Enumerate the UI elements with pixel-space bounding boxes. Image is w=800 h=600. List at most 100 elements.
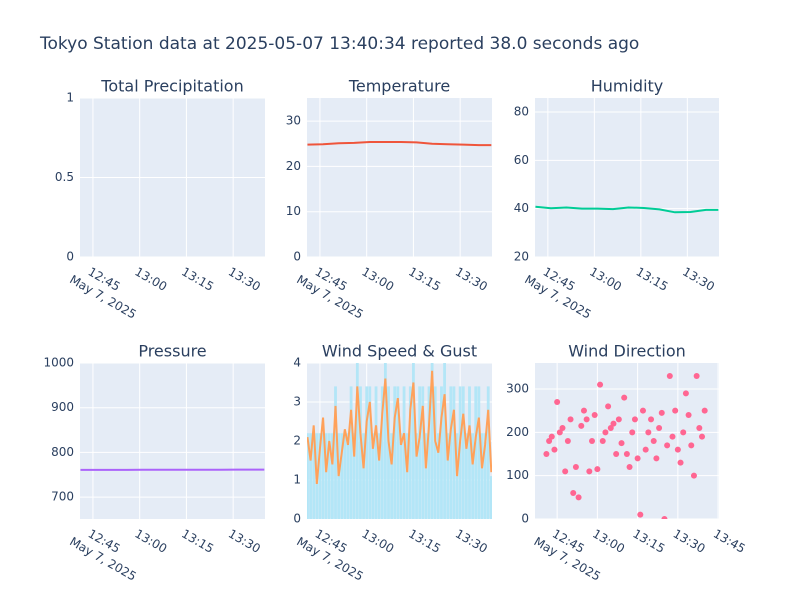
gust-bar bbox=[355, 363, 359, 519]
gust-bar bbox=[486, 386, 490, 519]
y-tick-label: 0 bbox=[293, 250, 301, 264]
gust-bar bbox=[402, 386, 406, 519]
gust-bar bbox=[399, 433, 403, 519]
point bbox=[685, 412, 692, 418]
gust-bar bbox=[327, 433, 331, 519]
x-tick-label: 13:45 bbox=[711, 527, 748, 556]
gust-bar bbox=[374, 386, 378, 519]
gust-bar bbox=[430, 363, 434, 519]
point bbox=[672, 407, 679, 414]
point bbox=[637, 511, 644, 518]
gust-bar bbox=[309, 433, 312, 519]
point bbox=[677, 459, 684, 466]
point bbox=[618, 440, 625, 447]
point bbox=[664, 442, 671, 449]
gust-bar bbox=[334, 386, 337, 519]
point bbox=[564, 438, 571, 444]
gust-bar bbox=[483, 433, 487, 519]
x-tick-label: 13:15 bbox=[406, 527, 443, 556]
gust-bar bbox=[377, 433, 381, 519]
y-tick-label: 1 bbox=[66, 91, 74, 105]
gust-bar bbox=[427, 386, 431, 519]
point bbox=[648, 416, 655, 423]
plot-marks bbox=[307, 140, 492, 147]
point bbox=[602, 429, 609, 436]
x-tick-label: 13:30 bbox=[226, 527, 263, 556]
point bbox=[642, 446, 649, 453]
x-tick-label: 13:30 bbox=[453, 265, 490, 294]
point bbox=[546, 438, 553, 444]
y-tick-label: 0.5 bbox=[55, 170, 74, 184]
plot-marks bbox=[307, 363, 492, 519]
point bbox=[680, 429, 687, 436]
plot-marks bbox=[543, 373, 708, 519]
x-tick-label: 13:00 bbox=[132, 527, 169, 556]
gust-bar bbox=[480, 433, 484, 519]
plot-marks bbox=[535, 205, 719, 214]
point bbox=[613, 451, 620, 457]
gust-bar bbox=[368, 386, 372, 519]
y-tick-label: 10 bbox=[286, 204, 301, 218]
point bbox=[666, 373, 673, 379]
point bbox=[575, 494, 582, 501]
y-tick-label: 0 bbox=[521, 512, 529, 526]
point bbox=[693, 373, 700, 379]
gust-bar bbox=[449, 386, 453, 519]
y-tick-label: 20 bbox=[514, 250, 529, 264]
gust-bar bbox=[346, 433, 350, 519]
x-tick-label: 13:15 bbox=[630, 527, 667, 556]
gust-bar bbox=[359, 386, 362, 519]
x-tick-label: 13:30 bbox=[453, 527, 490, 556]
y-tick-label: 0 bbox=[293, 512, 301, 526]
y-tick-label: 3 bbox=[293, 395, 301, 409]
gust-bar bbox=[380, 386, 384, 519]
gust-bar bbox=[324, 433, 328, 519]
gust-bar bbox=[340, 433, 344, 519]
gust-bar bbox=[443, 363, 446, 519]
y-tick-label: 60 bbox=[514, 153, 529, 167]
plot-area bbox=[80, 363, 265, 519]
x-tick-label: 13:00 bbox=[359, 527, 396, 556]
y-tick-label: 800 bbox=[51, 445, 74, 459]
x-tick-label: 13:15 bbox=[179, 265, 216, 294]
subplot-title: Humidity bbox=[591, 77, 664, 96]
x-tick-label: 13:30 bbox=[680, 265, 717, 294]
x-tick-label: 13:15 bbox=[179, 527, 216, 556]
gust-bar bbox=[412, 363, 415, 519]
gust-bar bbox=[318, 433, 322, 519]
x-tick-label: 13:00 bbox=[359, 265, 396, 294]
point bbox=[658, 409, 665, 416]
gust-bar bbox=[383, 363, 387, 519]
gust-bar bbox=[405, 433, 409, 519]
gust-bar bbox=[436, 433, 440, 519]
point bbox=[631, 416, 638, 423]
plot-area bbox=[535, 363, 719, 519]
point bbox=[580, 407, 587, 414]
point bbox=[623, 451, 630, 457]
subplot-title: Pressure bbox=[138, 342, 206, 361]
point bbox=[605, 403, 612, 410]
point bbox=[548, 433, 555, 440]
y-tick-label: 20 bbox=[286, 159, 301, 173]
gust-bar bbox=[461, 386, 465, 519]
y-tick-label: 80 bbox=[514, 105, 529, 119]
gust-bar bbox=[396, 386, 400, 519]
point bbox=[674, 446, 681, 453]
gust-bar bbox=[458, 386, 462, 519]
y-tick-label: 4 bbox=[293, 356, 301, 370]
x-tick-label: 13:30 bbox=[226, 265, 263, 294]
gust-bar bbox=[349, 386, 353, 519]
x-tick-label: 13:00 bbox=[590, 527, 627, 556]
point bbox=[661, 516, 668, 519]
x-tick-label: 13:15 bbox=[406, 265, 443, 294]
x-tick-label: 13:00 bbox=[587, 265, 624, 294]
gust-bar bbox=[343, 433, 347, 519]
point bbox=[634, 455, 641, 462]
gust-bar bbox=[464, 433, 468, 519]
gust-bar bbox=[321, 433, 325, 519]
